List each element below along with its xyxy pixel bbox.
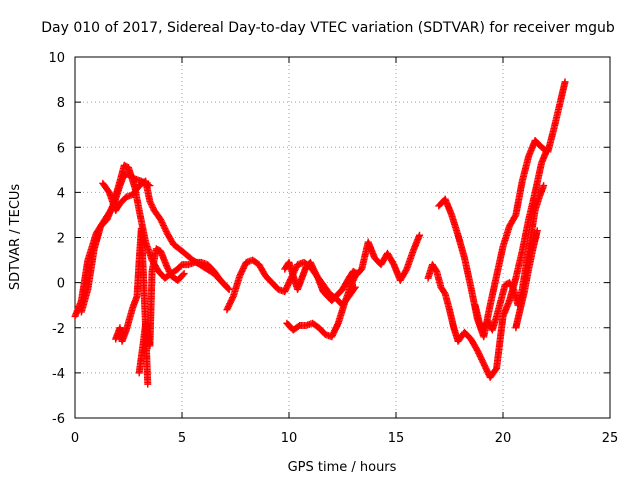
y-axis: -6 -4 -2 0 2 4 6 8 10 bbox=[48, 51, 610, 427]
chart-title: Day 010 of 2017, Sidereal Day-to-day VTE… bbox=[41, 20, 615, 36]
series-arc-12 bbox=[512, 227, 541, 332]
y-tick-label: 4 bbox=[57, 186, 65, 201]
x-tick-label: 20 bbox=[495, 431, 512, 446]
y-tick-label: -2 bbox=[52, 322, 65, 337]
y-axis-label: SDTVAR / TECUs bbox=[8, 184, 23, 291]
series-arc-7 bbox=[281, 258, 361, 305]
y-tick-label: 8 bbox=[57, 96, 65, 111]
data-point bbox=[144, 380, 152, 388]
y-tick-label: -6 bbox=[52, 412, 65, 427]
x-tick-label: 10 bbox=[281, 431, 298, 446]
data-point bbox=[561, 78, 569, 86]
x-axis-label: GPS time / hours bbox=[288, 460, 397, 475]
series-arc-5 bbox=[135, 245, 188, 377]
x-tick-label: 25 bbox=[602, 431, 619, 446]
data-point bbox=[180, 270, 188, 278]
series-arc-3 bbox=[99, 177, 233, 293]
series-arc-9 bbox=[424, 143, 552, 381]
data-point bbox=[416, 231, 424, 239]
data-point bbox=[533, 227, 541, 235]
series-arc-11 bbox=[471, 182, 548, 334]
data-point bbox=[224, 284, 232, 292]
data-point bbox=[229, 294, 237, 302]
series-layer bbox=[71, 78, 569, 388]
series-arc-4 bbox=[112, 224, 152, 388]
series-arc-8 bbox=[283, 231, 424, 341]
x-axis: 0 5 10 15 20 25 bbox=[71, 57, 618, 446]
data-point bbox=[351, 283, 359, 291]
data-point bbox=[334, 321, 342, 329]
series-arc-10 bbox=[435, 78, 569, 341]
x-tick-label: 5 bbox=[178, 431, 186, 446]
data-point bbox=[225, 285, 233, 293]
y-tick-label: 2 bbox=[57, 232, 65, 247]
x-tick-label: 0 bbox=[71, 431, 79, 446]
y-tick-label: 6 bbox=[57, 141, 65, 156]
x-tick-label: 15 bbox=[388, 431, 405, 446]
y-tick-label: 0 bbox=[57, 277, 65, 292]
y-tick-label: 10 bbox=[48, 51, 65, 66]
data-point bbox=[540, 182, 548, 190]
data-point bbox=[179, 271, 187, 279]
y-tick-label: -4 bbox=[52, 367, 65, 382]
